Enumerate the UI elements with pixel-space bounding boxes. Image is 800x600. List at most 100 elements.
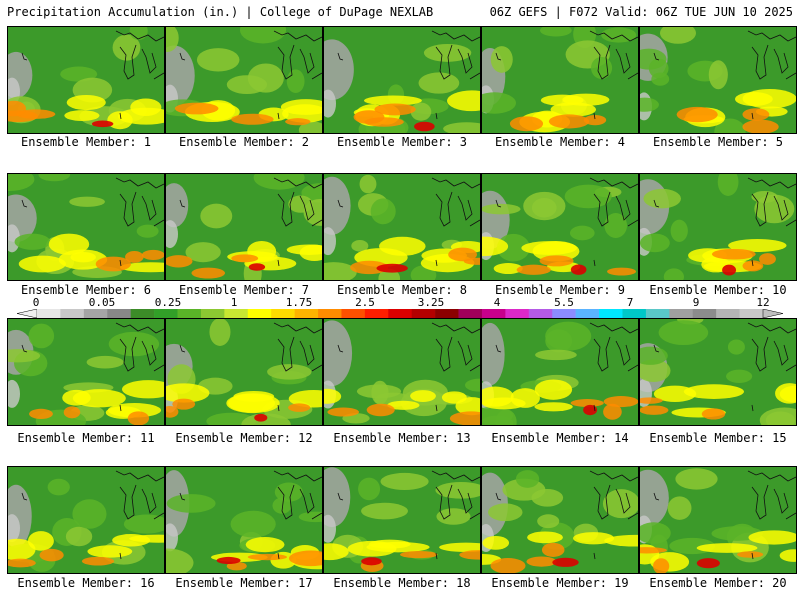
great-lakes-outline <box>115 30 164 80</box>
ensemble-member-map <box>165 26 323 134</box>
colorbar-swatch <box>294 309 319 318</box>
dry-area-west-light <box>324 89 336 118</box>
colorbar-swatch <box>622 309 647 318</box>
precip-contour <box>122 380 164 399</box>
colorbar-tick-label: 0.05 <box>88 296 116 309</box>
colorbar-swatch <box>154 309 178 318</box>
coastline-fragment <box>495 344 596 412</box>
ensemble-member-map <box>323 466 481 574</box>
precip-contour <box>288 403 311 412</box>
ensemble-member-label: Ensemble Member: 9 <box>494 283 626 297</box>
precip-contour <box>765 411 796 425</box>
precip-contour <box>166 383 210 403</box>
precip-contour <box>658 320 709 346</box>
precip-contour <box>387 400 420 410</box>
precip-contour <box>231 254 259 263</box>
dry-area-west-light <box>166 220 178 249</box>
coastline-fragment <box>179 52 280 120</box>
precip-contour <box>136 224 159 238</box>
precip-contour <box>742 108 770 121</box>
precip-contour <box>69 196 105 207</box>
precip-contour <box>119 262 164 273</box>
ensemble-member-map <box>7 318 165 426</box>
ensemble-member-label: Ensemble Member: 13 <box>333 431 471 445</box>
dry-area-west-light <box>324 227 336 256</box>
precip-contour <box>443 122 480 133</box>
precip-contour <box>726 369 753 384</box>
precip-contour <box>708 60 728 90</box>
precip-contour <box>659 27 696 44</box>
colorbar-swatch <box>60 309 85 318</box>
precip-max <box>696 558 720 569</box>
precip-contour <box>66 94 106 111</box>
coastline-fragment <box>179 199 280 267</box>
precip-contour <box>288 389 322 408</box>
ensemble-member-label: Ensemble Member: 18 <box>333 576 471 590</box>
colorbar-swatch <box>435 309 459 318</box>
ensemble-member-label: Ensemble Member: 3 <box>336 135 468 149</box>
precip-contour <box>172 398 196 410</box>
precip-contour <box>607 267 637 276</box>
precip-contour <box>449 411 480 425</box>
precip-contour <box>531 488 564 507</box>
precip-contour <box>327 407 360 417</box>
dry-area-west-light <box>166 523 178 552</box>
precip-contour <box>527 531 563 544</box>
ensemble-member-map <box>639 26 797 134</box>
precip-max <box>583 404 598 416</box>
precip-contour <box>39 548 64 562</box>
precip-contour <box>174 102 219 115</box>
precip-contour <box>640 233 670 253</box>
colorbar-swatch <box>37 309 61 318</box>
precip-contour <box>141 249 164 261</box>
ensemble-member-label: Ensemble Member: 7 <box>178 283 310 297</box>
precip-contour <box>436 508 471 525</box>
coastline-fragment <box>495 52 596 120</box>
precip-contour <box>324 262 357 280</box>
precip-contour <box>526 556 557 567</box>
precip-contour <box>683 384 744 399</box>
precip-contour <box>535 349 577 361</box>
precip-contour <box>410 390 436 402</box>
precip-contour <box>47 478 70 496</box>
precip-contour <box>380 472 429 490</box>
precip-contour <box>72 389 126 408</box>
precip-contour <box>562 93 610 106</box>
precip-contour <box>200 203 233 229</box>
precip-contour <box>667 496 692 520</box>
precip-max <box>376 263 408 273</box>
ensemble-member-label: Ensemble Member: 16 <box>17 576 155 590</box>
precip-contour <box>523 191 566 221</box>
colorbar-tick-label: 1.75 <box>285 296 313 309</box>
precip-contour <box>374 103 416 116</box>
precip-contour <box>423 43 472 62</box>
coastline-fragment <box>21 199 122 267</box>
precip-contour <box>166 27 179 52</box>
ensemble-member-map <box>7 173 165 281</box>
precip-contour <box>324 543 349 561</box>
great-lakes-outline <box>431 30 480 80</box>
precip-contour <box>81 556 115 566</box>
colorbar-tick-label: 4 <box>493 296 501 309</box>
precip-max <box>552 557 579 567</box>
precip-contour <box>465 378 480 392</box>
ensemble-member-map <box>481 26 639 134</box>
precip-contour <box>728 238 787 252</box>
colorbar-swatch <box>411 309 436 318</box>
colorbar-swatch <box>739 309 764 318</box>
dry-area-west <box>640 469 669 527</box>
ensemble-member-label: Ensemble Member: 19 <box>491 576 629 590</box>
precip-contour <box>742 119 779 133</box>
precip-contour <box>640 547 667 554</box>
great-lakes-outline <box>115 177 164 227</box>
precip-max <box>722 264 737 276</box>
ensemble-member-label: Ensemble Member: 12 <box>175 431 313 445</box>
precip-contour <box>545 321 592 351</box>
great-lakes-outline <box>589 177 638 227</box>
precip-contour <box>448 247 478 262</box>
precip-contour <box>602 489 638 519</box>
precip-contour <box>459 550 480 560</box>
precip-contour <box>285 118 311 126</box>
precip-contour <box>482 236 509 257</box>
ensemble-member-label: Ensemble Member: 8 <box>336 283 468 297</box>
